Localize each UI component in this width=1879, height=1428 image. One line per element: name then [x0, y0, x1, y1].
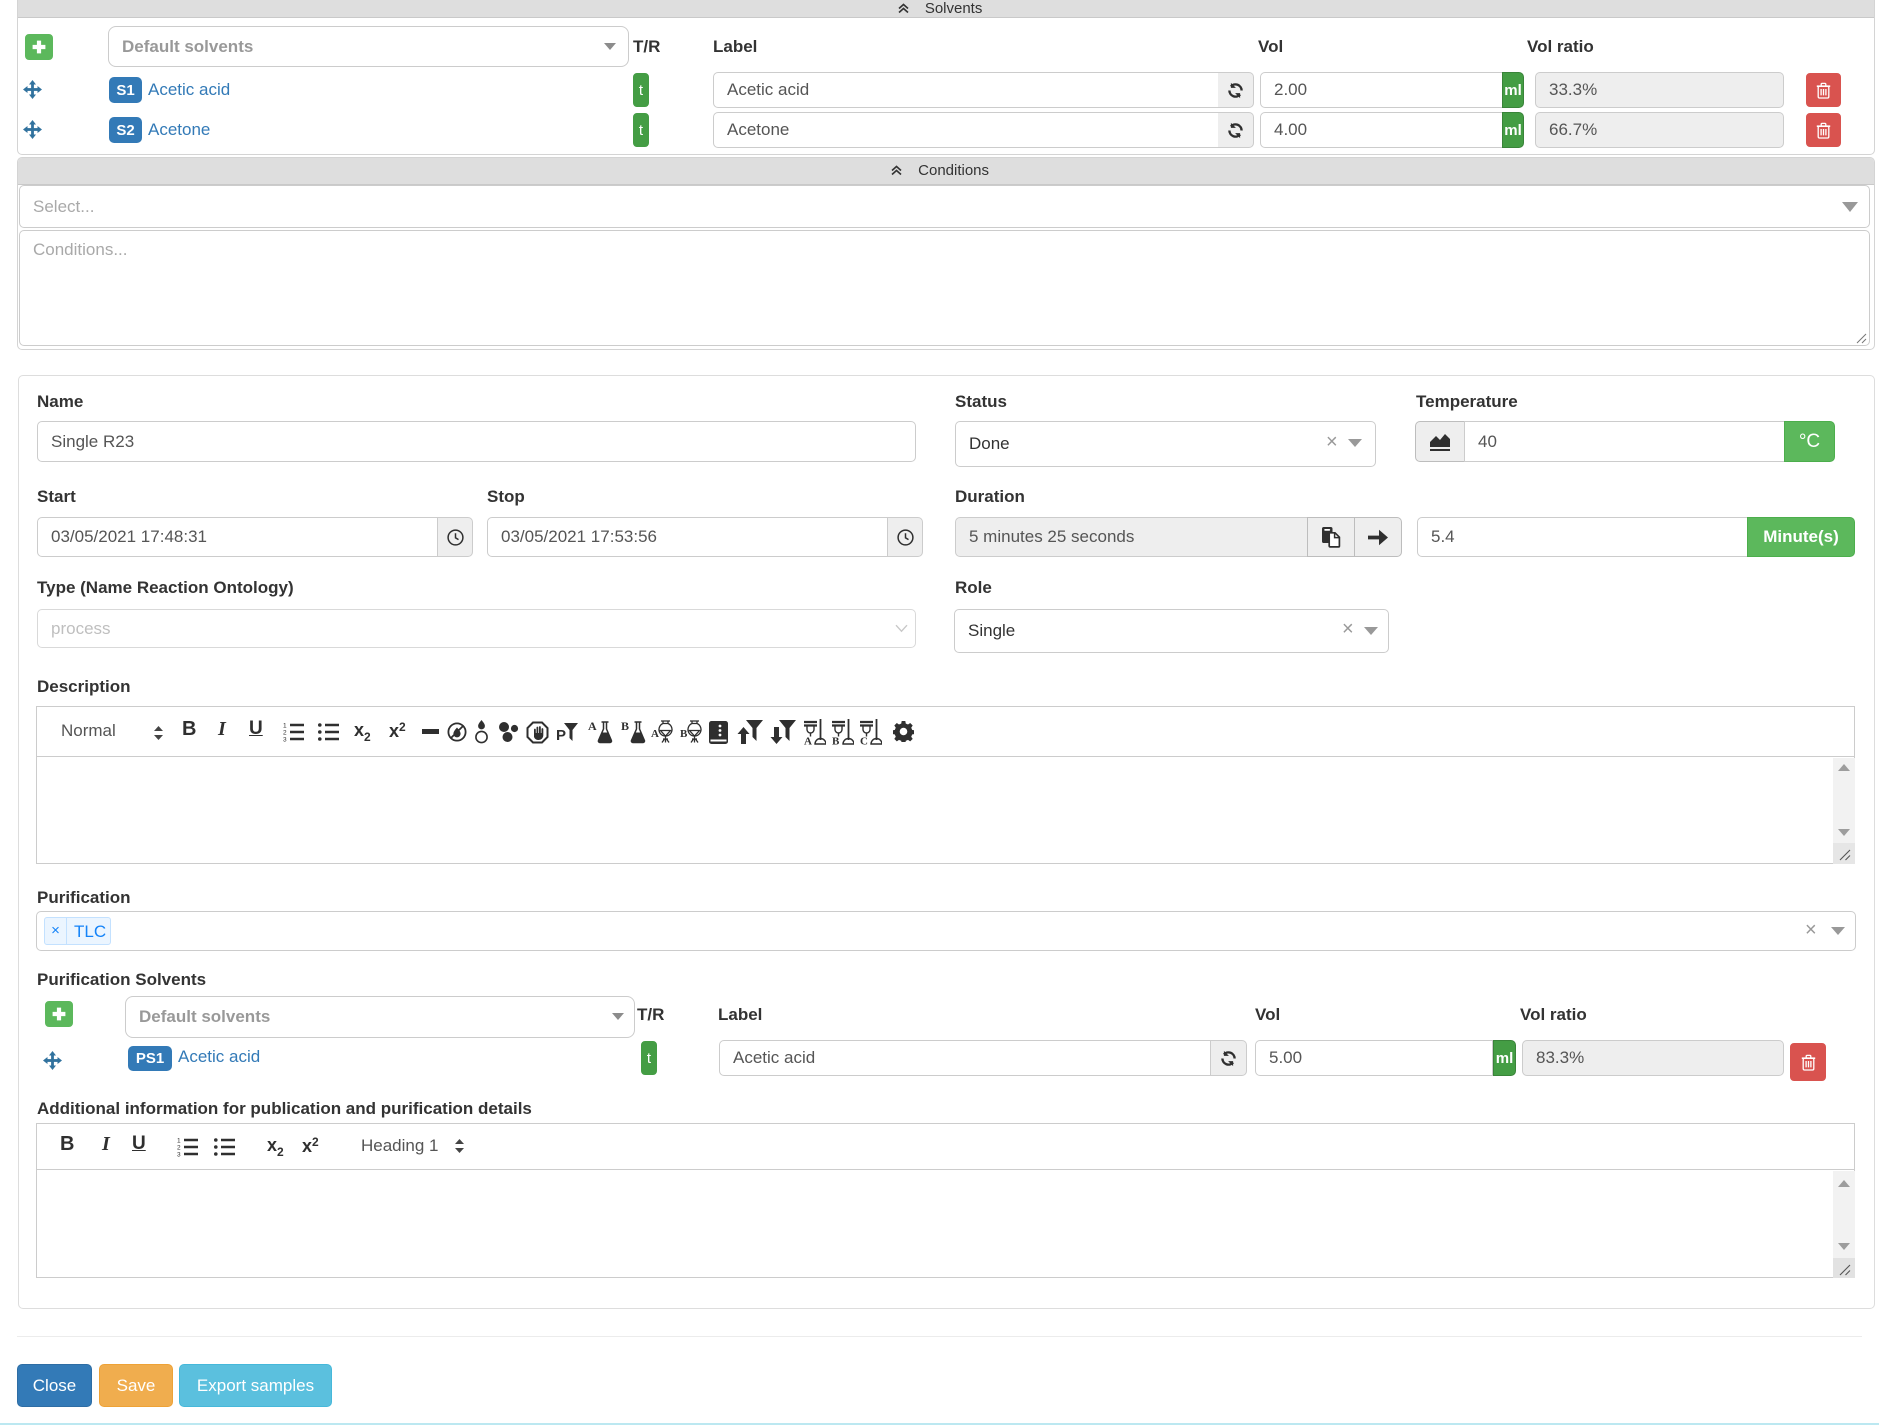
svg-text:C: C	[860, 736, 868, 746]
svg-text:3: 3	[177, 1152, 181, 1158]
svg-text:1: 1	[177, 1138, 181, 1145]
svg-text:A: A	[804, 736, 812, 746]
svg-text:2: 2	[283, 730, 287, 737]
svg-text:3: 3	[283, 737, 287, 743]
svg-text:P: P	[556, 727, 566, 743]
svg-text:1: 1	[283, 723, 287, 730]
svg-text:B: B	[621, 720, 629, 733]
svg-text:B: B	[680, 728, 688, 740]
svg-text:2: 2	[177, 1145, 181, 1152]
svg-text:B: B	[832, 736, 840, 746]
svg-text:A: A	[651, 728, 659, 740]
svg-text:A: A	[588, 720, 597, 733]
